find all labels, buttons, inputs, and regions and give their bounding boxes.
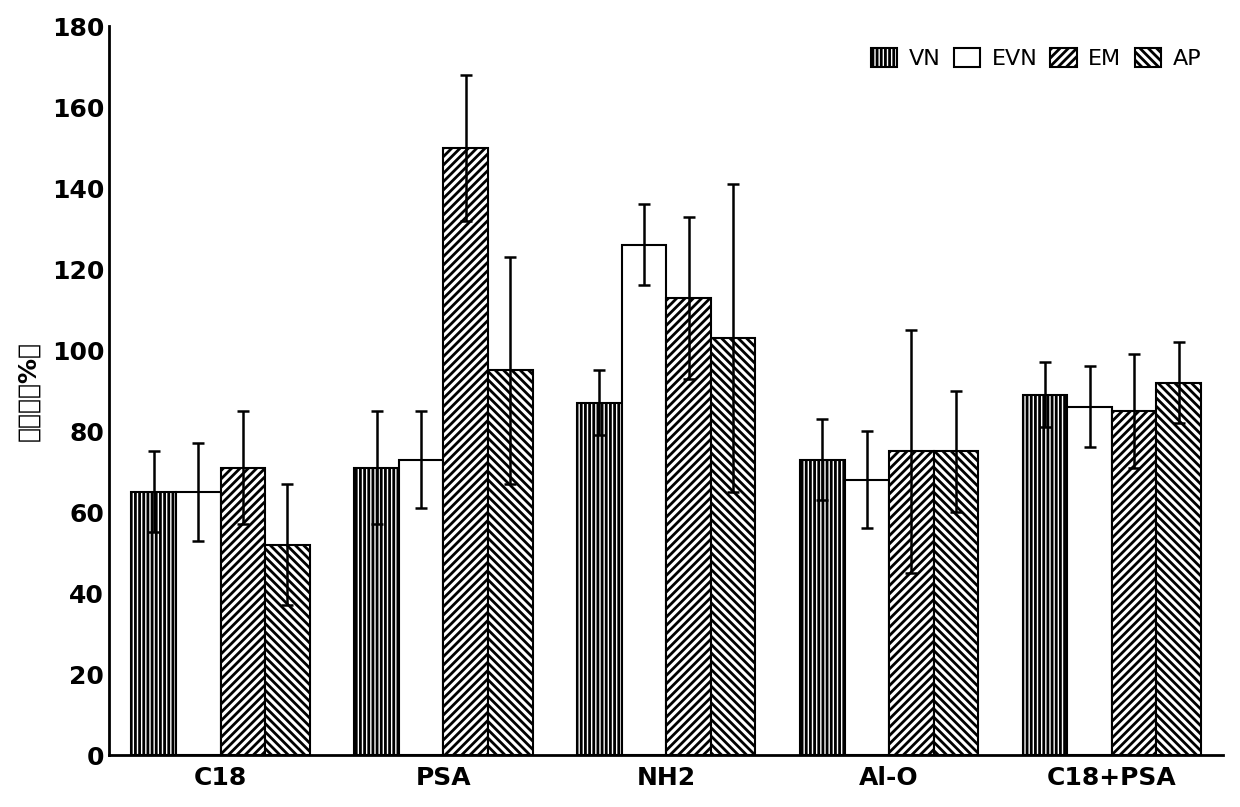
Bar <box>889 451 934 755</box>
Bar <box>1157 383 1202 755</box>
Bar <box>1023 395 1068 755</box>
Bar <box>711 338 755 755</box>
Bar <box>355 467 399 755</box>
Bar <box>399 459 444 755</box>
Bar <box>1068 407 1112 755</box>
Bar <box>666 298 711 755</box>
Y-axis label: 回收率（%）: 回收率（%） <box>16 341 41 441</box>
Bar <box>265 545 310 755</box>
Bar <box>800 459 844 755</box>
Bar <box>131 492 176 755</box>
Bar <box>489 370 532 755</box>
Bar <box>844 480 889 755</box>
Bar <box>577 403 621 755</box>
Bar <box>444 148 489 755</box>
Legend: VN, EVN, EM, AP: VN, EVN, EM, AP <box>859 37 1213 81</box>
Bar <box>221 467 265 755</box>
Bar <box>1112 411 1157 755</box>
Bar <box>621 245 666 755</box>
Bar <box>176 492 221 755</box>
Bar <box>934 451 978 755</box>
